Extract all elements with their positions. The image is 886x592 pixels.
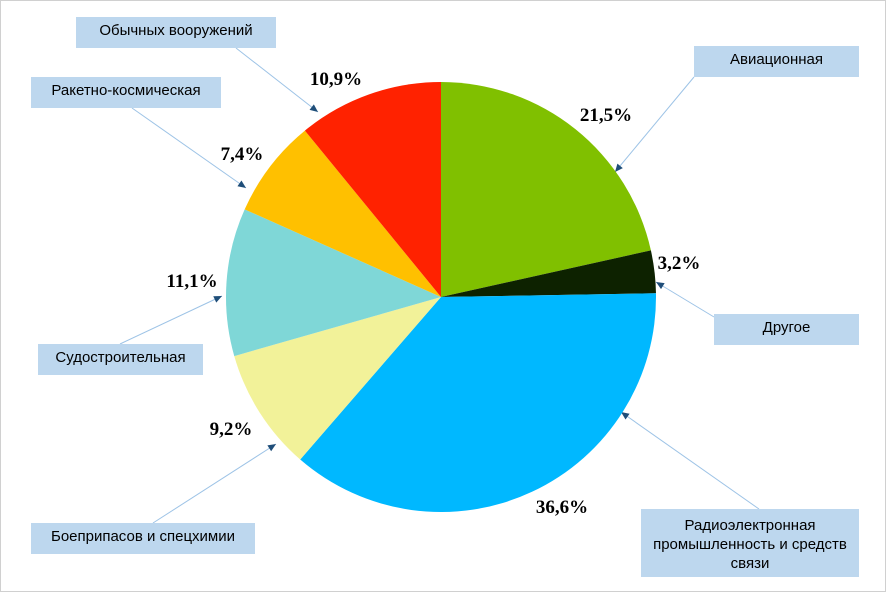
callout-other: Другое bbox=[714, 314, 859, 345]
callout-ammunition: Боеприпасов и спецхимии bbox=[31, 523, 255, 554]
pie-slice-ammunition bbox=[234, 297, 441, 460]
callout-aviation: Авиационная bbox=[694, 46, 859, 77]
callout-conventional-weapons: Обычных вооружений bbox=[76, 17, 276, 48]
leader-arrow-shipbuilding bbox=[213, 296, 222, 303]
leader-arrow-other bbox=[656, 282, 665, 290]
leader-arrow-conventional-weapons bbox=[309, 104, 318, 112]
leader-line-other bbox=[655, 281, 715, 318]
leader-line-ammunition bbox=[152, 443, 277, 524]
leader-line-radioelectronic bbox=[620, 411, 760, 510]
pie-slice-radioelectronic bbox=[300, 293, 657, 513]
data-label-aviation: 21,5% bbox=[580, 105, 632, 126]
leader-arrow-radioelectronic bbox=[621, 412, 630, 420]
data-label-ammunition: 9,2% bbox=[210, 419, 253, 440]
callout-shipbuilding: Судостроительная bbox=[38, 344, 203, 375]
leader-arrow-ammunition bbox=[267, 444, 276, 452]
leader-line-rocket-space bbox=[131, 107, 247, 189]
callout-rocket-space: Ракетно-космическая bbox=[31, 77, 221, 108]
pie-slice-other bbox=[441, 250, 656, 297]
data-label-conventional-weapons: 10,9% bbox=[310, 69, 362, 90]
leader-line-aviation bbox=[614, 76, 695, 173]
data-label-radioelectronic: 36,6% bbox=[536, 497, 588, 518]
leader-arrow-aviation bbox=[615, 163, 623, 172]
leader-line-shipbuilding bbox=[119, 295, 223, 345]
leader-line-conventional-weapons bbox=[235, 47, 319, 113]
pie-slice-conventional-weapons bbox=[304, 82, 441, 297]
data-label-rocket-space: 7,4% bbox=[221, 144, 264, 165]
pie-slice-rocket-space bbox=[244, 130, 441, 297]
data-label-shipbuilding: 11,1% bbox=[166, 271, 217, 292]
leader-arrow-rocket-space bbox=[237, 180, 246, 188]
data-label-other: 3,2% bbox=[658, 253, 701, 274]
pie-slice-shipbuilding bbox=[225, 209, 441, 357]
pie-slice-aviation bbox=[441, 82, 651, 297]
callout-radioelectronic: Радиоэлектронная промышленность и средст… bbox=[641, 509, 859, 577]
